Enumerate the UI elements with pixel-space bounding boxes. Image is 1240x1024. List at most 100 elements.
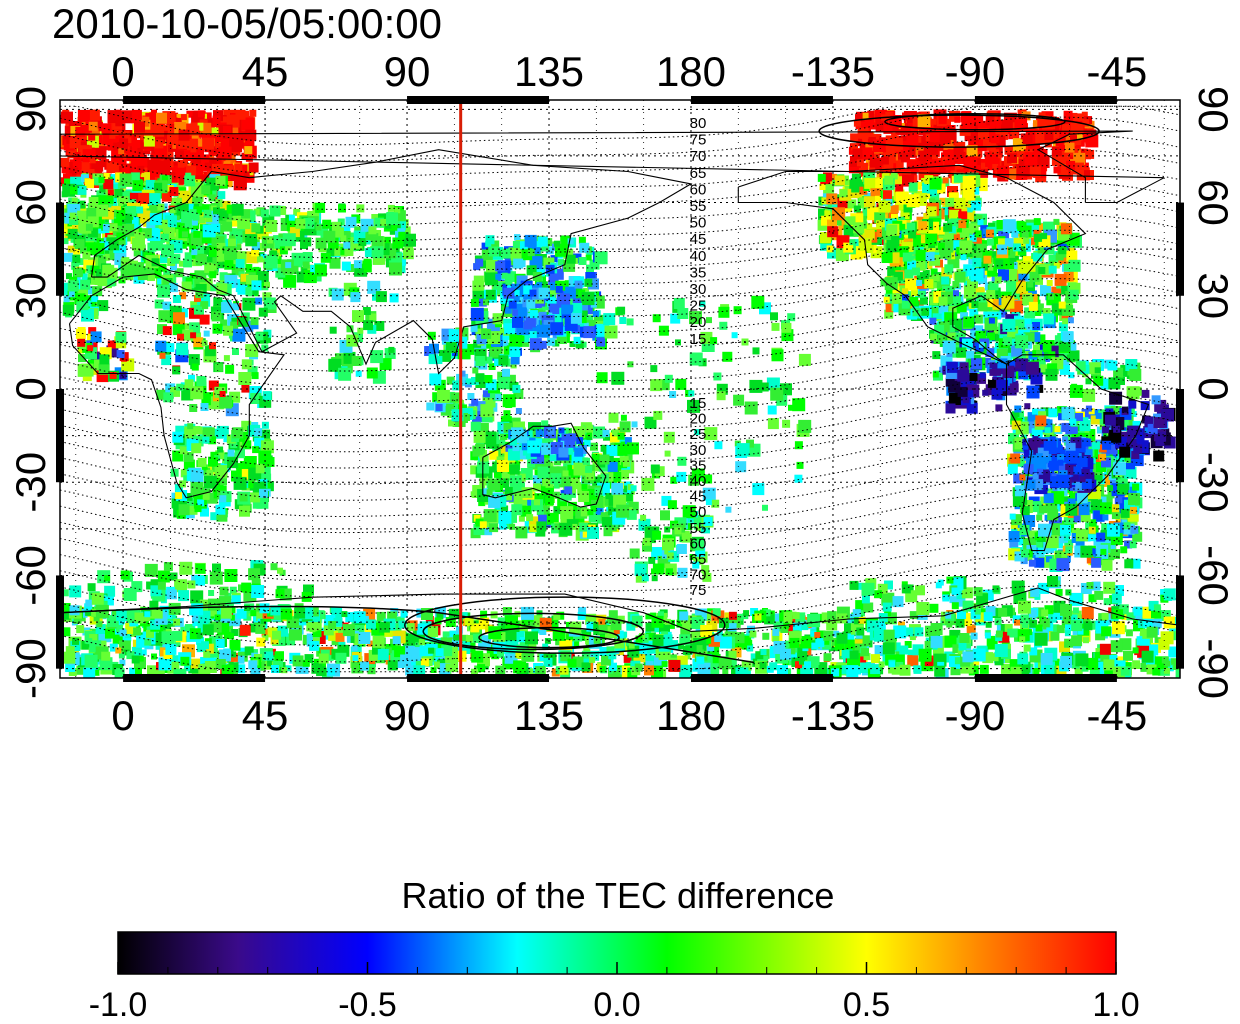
tec-cell <box>606 445 618 456</box>
tec-cell <box>788 404 794 411</box>
tec-cell <box>235 109 246 120</box>
tec-cell <box>130 172 140 182</box>
tec-cell <box>1048 408 1058 418</box>
tec-cell <box>211 127 219 135</box>
tec-cell <box>147 242 157 252</box>
tec-cell <box>918 150 929 161</box>
tec-cell <box>876 220 886 230</box>
tec-cell <box>238 372 252 385</box>
tec-cell <box>554 523 561 530</box>
tec-cell <box>983 139 989 146</box>
tec-cell <box>509 523 516 530</box>
tec-cell <box>674 527 682 535</box>
tec-cell <box>122 223 135 236</box>
tec-cell <box>1070 122 1084 136</box>
tec-cell <box>277 206 287 215</box>
tec-cell <box>1076 492 1088 504</box>
tec-cell <box>223 436 230 443</box>
tec-cell <box>188 374 195 382</box>
tec-cell <box>190 122 198 130</box>
tec-cell <box>968 223 979 234</box>
tec-cell <box>241 431 250 440</box>
tec-cell <box>538 287 550 299</box>
tec-cell <box>190 146 197 153</box>
tec-cell <box>243 139 255 150</box>
tec-cell <box>210 263 217 270</box>
tec-cell <box>163 226 175 238</box>
tec-cell <box>426 402 435 411</box>
tec-cell <box>326 248 335 257</box>
tec-cell <box>592 311 599 317</box>
tec-cell <box>488 363 496 370</box>
tec-cell <box>135 131 143 139</box>
tec-cell <box>583 326 596 339</box>
tec-cell <box>553 482 560 489</box>
tec-cell <box>264 255 278 269</box>
tec-cell <box>1046 280 1053 286</box>
tec-cell <box>537 508 544 515</box>
tec-cell <box>923 213 930 219</box>
tec-cell <box>1080 512 1091 522</box>
tec-cell <box>907 255 917 265</box>
tec-cell <box>1060 223 1072 235</box>
tec-cell <box>994 276 1002 284</box>
tec-cell <box>549 454 557 462</box>
tec-cell <box>95 127 106 138</box>
tec-cell <box>953 172 964 183</box>
tec-cell <box>243 110 249 117</box>
tec-cell <box>969 234 977 242</box>
tec-cell <box>885 302 896 313</box>
tec-cell <box>567 238 574 245</box>
tec-cell <box>612 429 620 437</box>
tec-cell <box>883 190 892 200</box>
tec-cell <box>518 515 525 522</box>
tec-cell <box>870 188 881 199</box>
tec-cell <box>851 143 858 151</box>
tec-cell <box>839 189 848 198</box>
tec-cell <box>609 432 620 443</box>
tec-cell <box>901 153 910 163</box>
tec-cell <box>73 247 81 255</box>
tec-cell <box>101 123 112 134</box>
tec-cell <box>980 162 989 171</box>
tec-cell <box>250 492 261 503</box>
tec-cell <box>852 148 863 159</box>
tec-cell <box>209 271 217 279</box>
tec-cell <box>252 446 260 454</box>
tec-cell <box>1064 142 1075 153</box>
tec-cell <box>120 269 131 280</box>
tec-cell <box>1066 160 1076 170</box>
tec-cell <box>560 235 571 246</box>
tec-cell <box>1005 168 1017 180</box>
tec-cell <box>634 563 647 576</box>
tec-cell <box>208 380 219 391</box>
tec-cell <box>194 295 201 302</box>
tec-cell <box>266 237 273 244</box>
tec-cell <box>946 361 958 373</box>
tec-cell <box>635 571 647 583</box>
tec-cell <box>912 267 920 276</box>
tec-cell <box>246 251 259 264</box>
tec-cell <box>183 475 190 482</box>
tec-cell <box>921 307 930 316</box>
tec-cell <box>881 252 893 263</box>
tec-cell <box>895 184 904 193</box>
tec-cell <box>692 561 700 569</box>
tec-cell <box>934 325 945 335</box>
tec-cell <box>578 257 587 265</box>
tec-cell <box>1060 130 1067 137</box>
tec-cell <box>1024 318 1035 329</box>
tec-cell <box>1032 350 1040 358</box>
tec-cell <box>389 293 399 303</box>
tec-cell <box>1054 273 1067 286</box>
tec-cell <box>854 239 862 247</box>
tec-cell <box>114 189 124 199</box>
tec-cell <box>864 229 875 240</box>
tec-cell <box>587 526 599 539</box>
tec-cell <box>948 380 961 393</box>
tec-cell <box>218 146 232 160</box>
tec-cell <box>384 348 396 359</box>
tec-cell <box>331 221 341 231</box>
tec-cell <box>242 297 256 311</box>
tec-cell <box>71 224 79 232</box>
